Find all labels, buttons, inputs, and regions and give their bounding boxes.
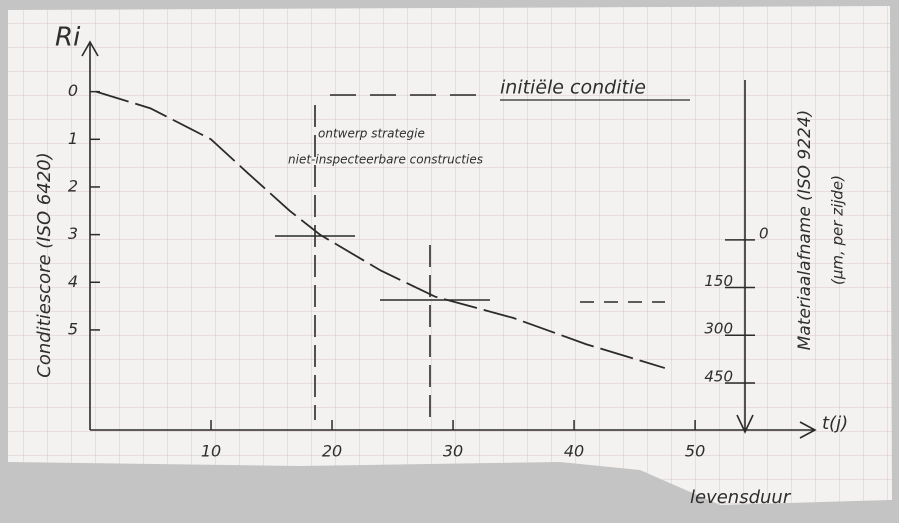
x-axis-label: levensduur (690, 487, 792, 508)
chart: Ri initiële conditie ontwerp strategie n… (0, 0, 899, 523)
x-tick-label: 50 (685, 442, 705, 461)
y2-tick-label: 150 (704, 272, 733, 290)
y-tick-label: 1 (68, 129, 78, 148)
y2-tick-label: 300 (704, 320, 733, 338)
annotation: ontwerp strategie (318, 127, 425, 141)
y-label-top: Ri (55, 23, 81, 53)
x-tick-label: 30 (443, 442, 463, 461)
y-tick-label: 5 (68, 319, 78, 338)
y-tick-label: 3 (68, 224, 78, 243)
x-tick-label: 20 (322, 442, 342, 461)
y2-tick-label: 0 (759, 224, 769, 242)
y2-axis-label: Materiaalafname (ISO 9224) (795, 110, 815, 351)
x-tick-label: 40 (564, 442, 584, 461)
y2-tick-label: 450 (704, 367, 733, 385)
x-tick-label: 10 (201, 442, 221, 461)
annotation: niet-inspecteerbare constructies (288, 153, 483, 167)
chart-title: initiële conditie (500, 77, 646, 99)
x-axis-label: t(j) (822, 413, 848, 434)
y-axis-label: Conditiescore (ISO 6420) (34, 152, 55, 378)
y-tick-label: 2 (68, 176, 78, 195)
y-tick-label: 0 (68, 81, 78, 100)
y2-axis-label: (µm, per zijde) (829, 175, 847, 285)
y-tick-label: 4 (68, 272, 78, 291)
